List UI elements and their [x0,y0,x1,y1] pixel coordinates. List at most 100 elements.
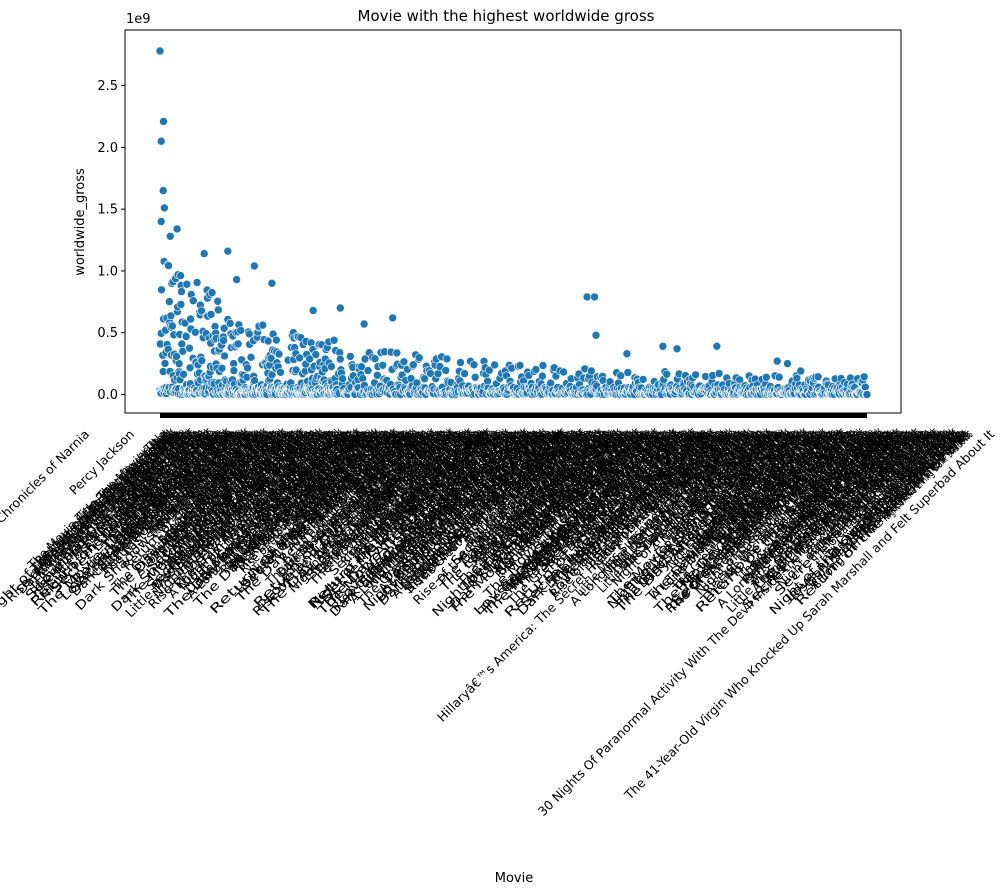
data-point [616,371,626,381]
data-point [712,341,722,351]
y-axis-label: worldwide_gross [73,168,88,276]
data-point [155,46,165,56]
data-point [691,370,700,380]
y-tick-label: 2.0 [97,141,118,156]
data-point [197,356,207,365]
data-point [250,261,259,271]
data-point [160,203,169,213]
y-tick-label: 0.0 [97,388,118,403]
data-point [714,369,724,378]
data-point [388,313,398,323]
data-point [176,271,185,280]
data-point [772,356,782,366]
y-tick-label: 1.5 [97,203,118,218]
data-point [243,363,252,373]
data-point [233,339,243,349]
data-point [236,326,245,335]
data-point [862,390,872,399]
data-point [199,249,209,258]
chart-title: Movie with the highest worldwide gross [358,7,655,25]
y-tick-label: 2.5 [97,79,118,94]
data-point [531,365,541,374]
data-point [622,349,632,359]
data-point [662,369,672,379]
data-point [623,368,633,377]
data-points [155,46,872,399]
y-offset-text: 1e9 [126,12,151,27]
data-point [225,319,235,328]
data-point [308,306,318,315]
data-point [392,348,402,358]
data-point [166,232,175,241]
data-point [591,330,601,340]
data-point [176,300,186,309]
data-point [274,349,284,359]
data-point [370,354,380,364]
data-point [378,360,388,370]
data-point [442,354,452,364]
data-point [159,117,168,126]
data-point [206,310,216,319]
data-point [217,363,227,373]
data-point [213,296,222,306]
data-point [177,339,187,349]
data-point [272,335,281,345]
data-point [246,352,256,362]
data-point [783,359,792,368]
data-point [456,358,465,367]
data-point [157,285,166,295]
data-point [582,292,592,302]
data-point [796,366,806,376]
data-point [219,336,228,345]
data-point [179,369,188,379]
data-point [214,305,223,315]
data-point [229,366,239,375]
data-point [586,366,596,376]
data-point [160,359,170,368]
y-axis: 0.0 0.5 1.0 1.5 2.0 2.5 [97,79,125,403]
data-point [165,297,174,306]
data-point [460,369,469,378]
data-point [335,354,345,364]
x-axis-label: Movie [495,871,533,886]
data-point [433,369,443,379]
data-point [168,321,177,331]
data-point [441,366,451,375]
data-point [559,367,568,377]
data-point [813,372,823,382]
data-point [363,366,373,375]
data-point [267,278,277,288]
data-point [490,360,499,370]
data-point [191,327,200,337]
data-point [774,372,784,382]
data-point [469,360,479,370]
data-point [156,217,166,226]
data-point [156,136,166,146]
data-point [515,361,525,370]
data-point [470,372,480,382]
data-point [538,371,547,381]
data-point [761,372,771,382]
data-point [359,319,369,329]
data-point [186,314,195,324]
y-tick-label: 1.0 [97,264,118,279]
data-point [658,341,668,351]
x-tick-band [160,413,867,418]
data-point [335,303,345,313]
data-point [414,353,424,363]
data-point [590,292,599,302]
data-point [220,351,229,361]
data-point [338,374,347,384]
data-point [158,186,168,195]
data-point [859,372,869,382]
data-point [860,382,870,392]
data-point [172,224,182,234]
data-point [329,335,339,345]
data-point [181,332,191,341]
data-point [182,279,192,289]
data-point [311,350,321,359]
data-point [538,361,548,370]
data-point [263,336,273,346]
data-point [192,278,202,287]
